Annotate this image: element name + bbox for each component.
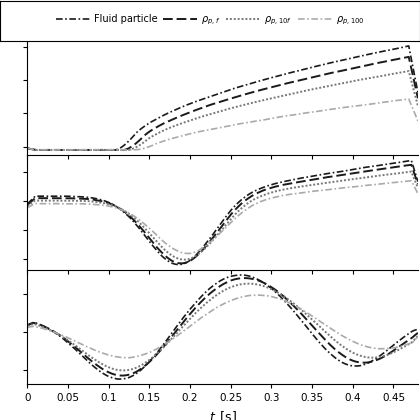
X-axis label: $t\,$ [s]: $t\,$ [s] bbox=[209, 409, 236, 420]
Legend: Fluid particle, $\rho_{p,f}$, $\rho_{p,10f}$, $\rho_{p,100}$: Fluid particle, $\rho_{p,f}$, $\rho_{p,1… bbox=[52, 10, 368, 31]
